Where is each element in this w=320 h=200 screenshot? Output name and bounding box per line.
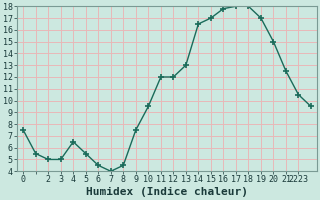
X-axis label: Humidex (Indice chaleur): Humidex (Indice chaleur) xyxy=(86,187,248,197)
